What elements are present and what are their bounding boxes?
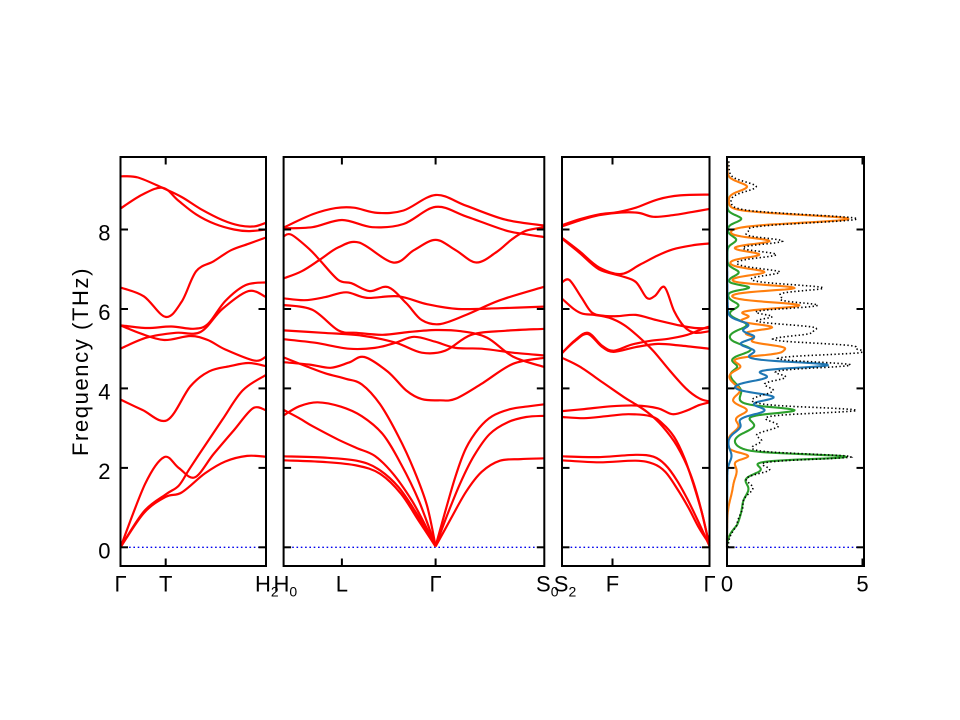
- svg-text:Γ: Γ: [114, 572, 126, 597]
- svg-text:6: 6: [98, 300, 110, 325]
- svg-text:8: 8: [98, 221, 110, 246]
- svg-text:2: 2: [98, 459, 110, 484]
- svg-text:5: 5: [856, 572, 868, 597]
- svg-text:Γ: Γ: [430, 572, 442, 597]
- svg-text:L: L: [336, 572, 348, 597]
- svg-text:Γ: Γ: [703, 572, 715, 597]
- svg-text:T: T: [159, 572, 172, 597]
- svg-text:4: 4: [98, 379, 110, 404]
- svg-text:0: 0: [98, 538, 110, 563]
- svg-text:0: 0: [721, 572, 733, 597]
- svg-text:Frequency (THz): Frequency (THz): [68, 267, 93, 456]
- svg-text:F: F: [606, 572, 619, 597]
